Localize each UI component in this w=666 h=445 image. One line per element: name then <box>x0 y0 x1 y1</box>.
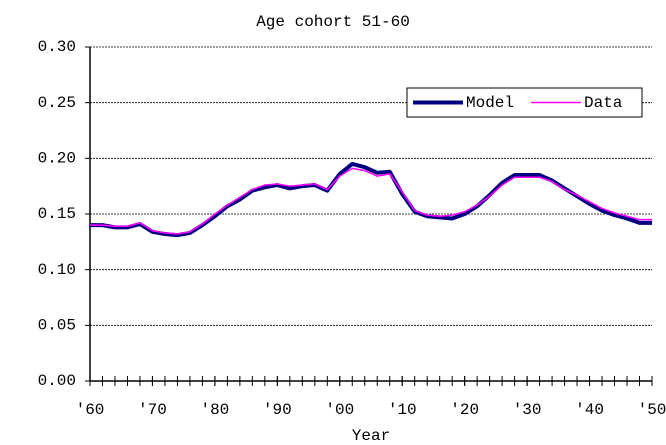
x-tick-label: '60 <box>76 401 105 419</box>
x-tick-label: '00 <box>325 401 354 419</box>
chart-title: Age cohort 51-60 <box>256 13 410 31</box>
x-axis-label: Year <box>352 427 390 445</box>
x-tick-label: '40 <box>575 401 604 419</box>
x-tick-label: '70 <box>138 401 167 419</box>
x-tick-label: '50 <box>638 401 666 419</box>
legend-label: Model <box>466 94 514 112</box>
legend: Model Data <box>406 87 643 118</box>
y-tick-label: 0.15 <box>38 205 76 223</box>
y-tick-label: 0.30 <box>38 38 76 56</box>
x-tick-label: '90 <box>263 401 292 419</box>
x-tick-label: '80 <box>200 401 229 419</box>
y-tick-label: 0.05 <box>38 317 76 335</box>
y-tick-label: 0.25 <box>38 94 76 112</box>
x-tick-label: '10 <box>388 401 417 419</box>
data-line <box>90 167 652 235</box>
data-line <box>90 161 652 238</box>
x-tick-label: '20 <box>450 401 479 419</box>
legend-label: Data <box>584 94 623 112</box>
y-tick-label: 0.00 <box>38 372 76 390</box>
x-tick-label: '30 <box>513 401 542 419</box>
y-tick-label: 0.20 <box>38 150 76 168</box>
y-tick-label: 0.10 <box>38 261 76 279</box>
